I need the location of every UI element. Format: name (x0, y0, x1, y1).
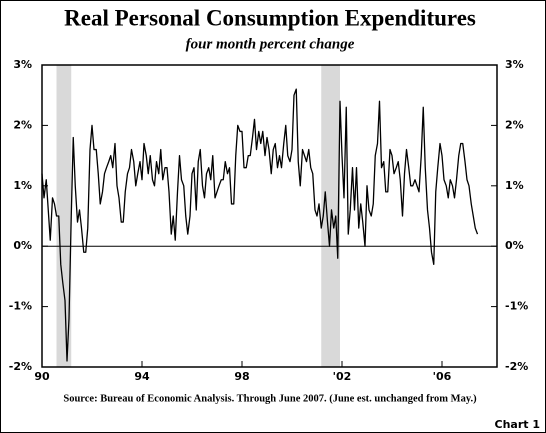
x-tick-label: '06 (433, 370, 452, 383)
y2-tick-label: 3% (505, 58, 524, 71)
recession-band (56, 65, 72, 367)
y-tick-label: -2% (9, 360, 32, 373)
y-tick-label: 0% (13, 239, 32, 252)
plot-border (41, 64, 498, 368)
chart-subtitle: four month percent change (186, 36, 355, 52)
y2-tick-label: 1% (505, 179, 524, 192)
x-tick-label: '02 (333, 370, 352, 383)
source-note: Source: Bureau of Economic Analysis. Thr… (63, 393, 477, 404)
y-tick-label: -1% (9, 300, 32, 313)
y2-tick-label: -1% (505, 300, 528, 313)
x-tick-label: 94 (134, 370, 150, 383)
y2-tick-label: -2% (505, 360, 528, 373)
y2-tick-label: 0% (505, 239, 524, 252)
y2-tick-label: 2% (505, 118, 524, 131)
y-tick-label: 3% (13, 58, 32, 71)
series-line (41, 88, 479, 362)
chart-title: Real Personal Consumption Expenditures (64, 5, 476, 30)
y-tick-label: 1% (13, 179, 32, 192)
x-tick-label: 98 (234, 370, 249, 383)
y-tick-label: 2% (13, 118, 32, 131)
chart-label: Chart 1 (495, 418, 541, 431)
x-tick-label: 90 (34, 370, 50, 383)
